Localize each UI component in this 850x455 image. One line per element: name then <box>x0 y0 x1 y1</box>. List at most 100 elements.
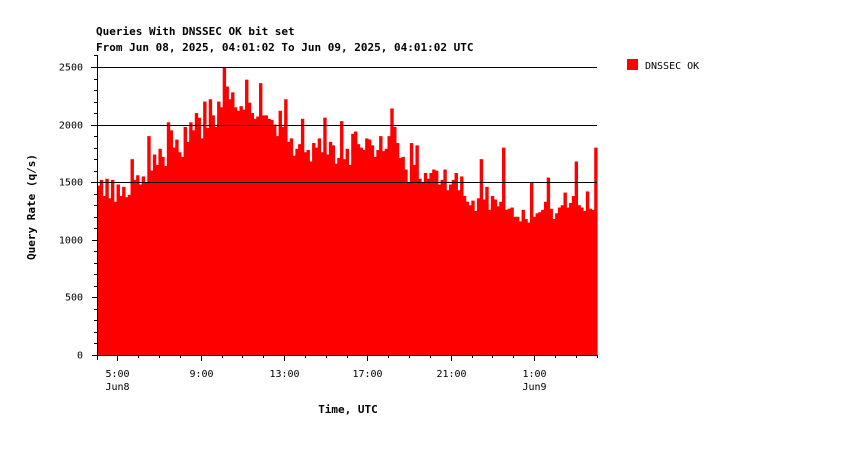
bar <box>485 186 489 355</box>
bar <box>228 99 232 355</box>
bar <box>256 116 260 355</box>
bar <box>105 178 109 355</box>
bar <box>409 143 414 355</box>
bar <box>490 196 495 355</box>
bar <box>197 117 201 355</box>
bar <box>150 170 154 355</box>
bar <box>468 205 472 355</box>
bar <box>521 209 525 355</box>
bar <box>365 138 369 355</box>
bar <box>583 211 587 355</box>
y-tick-label: 0 <box>77 351 83 362</box>
bar <box>384 148 389 355</box>
bar <box>370 145 375 355</box>
bar <box>390 108 394 355</box>
bar <box>284 99 288 355</box>
bar <box>496 206 500 355</box>
bar <box>180 156 185 355</box>
bar <box>532 216 537 355</box>
bar <box>504 209 509 355</box>
bar <box>356 144 361 355</box>
bar <box>110 179 115 355</box>
bar <box>247 102 252 356</box>
bar <box>448 184 453 355</box>
bar <box>351 133 355 355</box>
bar <box>219 107 224 355</box>
bar <box>242 109 246 356</box>
bar <box>451 179 456 355</box>
bar <box>178 152 182 355</box>
bar <box>122 186 126 355</box>
bar <box>362 149 366 355</box>
legend-label: DNSSEC OK <box>645 61 699 72</box>
bar <box>175 139 179 355</box>
bar <box>566 207 570 355</box>
chart-title: Queries With DNSSEC OK bit set <box>96 25 295 38</box>
bar <box>437 184 442 355</box>
bar <box>443 169 447 355</box>
bar <box>515 216 520 355</box>
bar <box>510 207 514 355</box>
bar <box>471 200 475 355</box>
y-tick-label: 2000 <box>59 121 83 132</box>
bar <box>172 147 176 355</box>
bar <box>328 141 333 355</box>
bar <box>113 201 118 355</box>
bar <box>239 106 243 355</box>
bar <box>479 159 484 355</box>
bar <box>434 170 439 355</box>
bar <box>460 176 464 355</box>
bar <box>560 205 565 355</box>
bar <box>513 216 517 355</box>
bar <box>186 141 190 355</box>
bar <box>342 159 347 355</box>
bar <box>359 147 363 355</box>
bar <box>231 92 235 355</box>
bar <box>398 158 403 355</box>
bar <box>236 110 241 355</box>
bar <box>136 175 140 355</box>
bar <box>569 202 573 355</box>
bar <box>552 219 556 355</box>
bar <box>474 211 478 355</box>
bar <box>432 169 436 355</box>
bar <box>577 205 581 355</box>
bar <box>395 143 400 355</box>
bar <box>379 136 383 355</box>
bar <box>233 107 238 355</box>
bar <box>250 113 255 355</box>
bar <box>401 156 405 355</box>
bar <box>591 209 595 355</box>
bar <box>594 147 598 355</box>
bar <box>588 208 593 355</box>
bar <box>141 176 146 355</box>
bar <box>493 199 498 355</box>
bar <box>555 213 559 355</box>
legend: DNSSEC OK <box>627 59 699 72</box>
bar <box>535 213 539 355</box>
bar <box>194 113 199 355</box>
x-tick-label: 17:00 <box>352 369 382 380</box>
bar <box>275 136 280 355</box>
x-tick-label: 5:00 <box>105 369 129 380</box>
bar <box>429 172 433 355</box>
bar <box>127 194 132 355</box>
bar <box>549 208 553 355</box>
bar <box>393 126 397 356</box>
bar <box>412 164 417 355</box>
bar <box>326 154 330 355</box>
bar <box>155 164 160 355</box>
bar <box>189 122 193 355</box>
bar <box>340 121 344 355</box>
bar <box>546 177 551 355</box>
bar <box>147 136 151 355</box>
bar <box>387 136 391 355</box>
bar <box>281 126 285 356</box>
bar <box>571 196 576 355</box>
bar <box>482 199 486 355</box>
bar <box>102 196 106 355</box>
bar <box>309 161 313 355</box>
bar <box>331 145 336 355</box>
bar <box>580 207 584 355</box>
